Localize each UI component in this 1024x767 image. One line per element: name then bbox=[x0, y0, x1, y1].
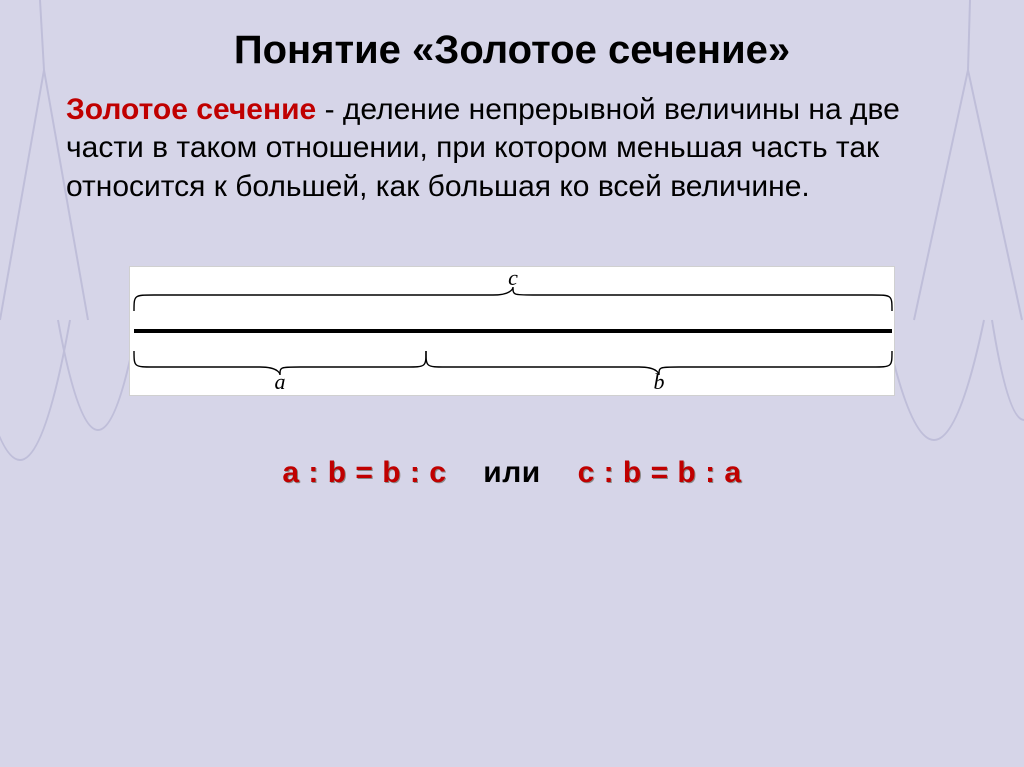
segment-diagram-svg: c a b bbox=[130, 267, 894, 395]
diagram-container: c a b bbox=[54, 266, 970, 396]
formula-middle: или bbox=[455, 456, 568, 490]
definition-term: Золотое сечение bbox=[66, 93, 316, 126]
formula-row: a : b = b : c или c : b = b : a bbox=[54, 456, 970, 490]
formula-right: c : b = b : a bbox=[578, 456, 742, 489]
slide-title: Понятие «Золотое сечение» bbox=[54, 28, 970, 73]
formula-left: a : b = b : c bbox=[282, 456, 446, 489]
segment-diagram: c a b bbox=[129, 266, 895, 396]
slide-content: Понятие «Золотое сечение» Золотое сечени… bbox=[0, 0, 1024, 490]
definition-paragraph: Золотое сечение - деление непрерывной ве… bbox=[66, 91, 970, 206]
svg-text:c: c bbox=[508, 267, 518, 290]
svg-text:b: b bbox=[654, 369, 665, 394]
svg-text:a: a bbox=[275, 369, 286, 394]
